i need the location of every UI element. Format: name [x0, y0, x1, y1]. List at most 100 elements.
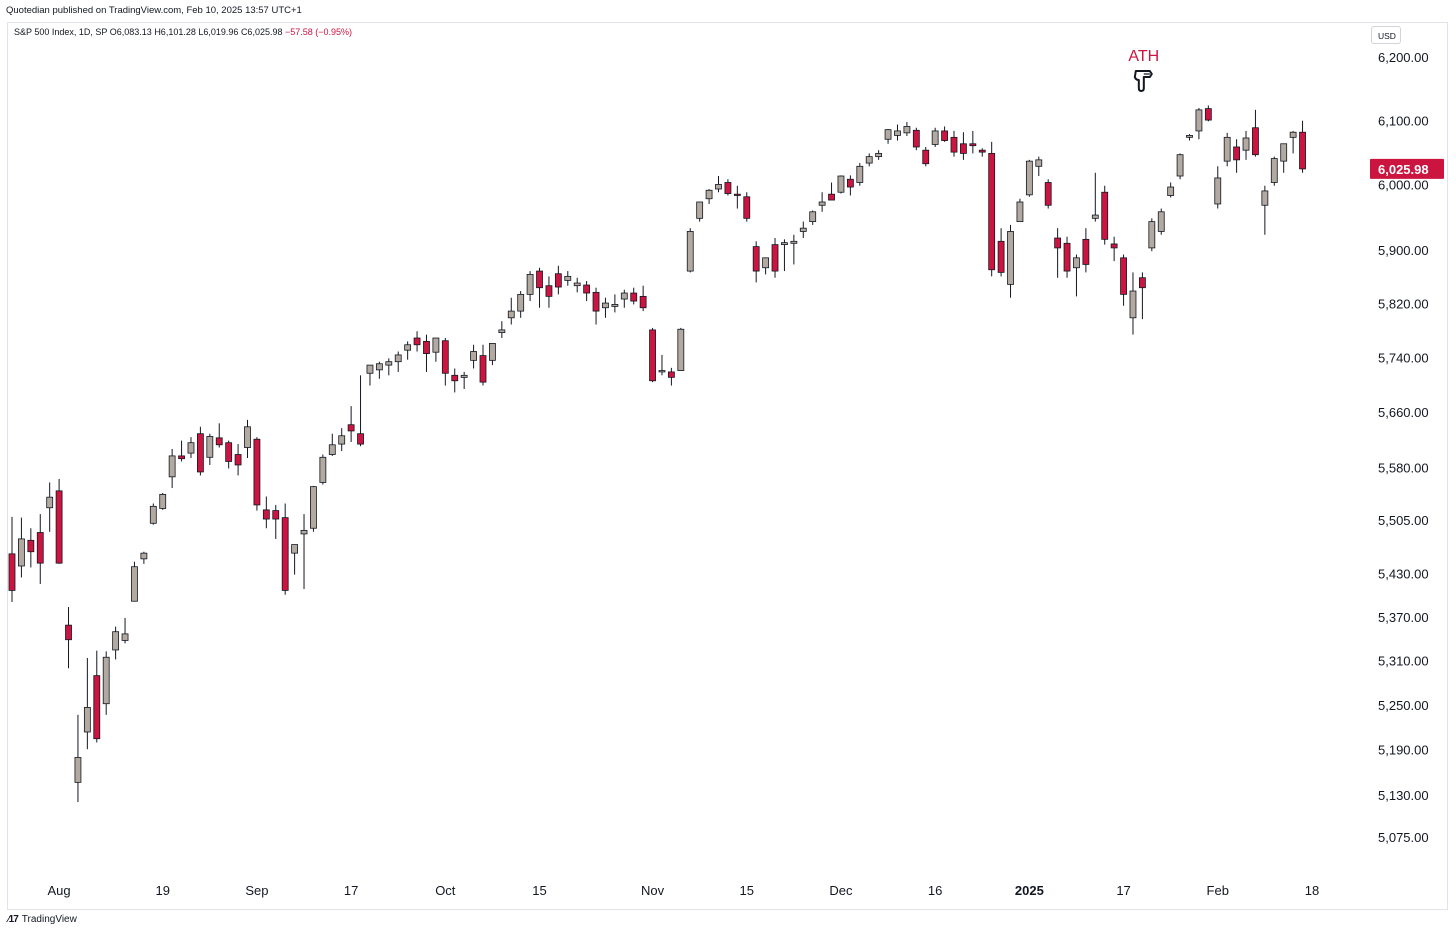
candle: [319, 454, 327, 485]
candle: [696, 201, 704, 222]
candle: [818, 192, 826, 212]
candle: [253, 437, 261, 511]
candle: [310, 485, 317, 532]
candle-body: [1270, 158, 1278, 183]
candle: [1054, 228, 1062, 278]
candle-body: [319, 456, 327, 483]
candle-body: [790, 240, 798, 244]
candle: [865, 153, 873, 167]
published-caption: Quotedian published on TradingView.com, …: [6, 5, 302, 16]
candle: [1223, 132, 1231, 167]
candle-body: [1063, 242, 1071, 272]
y-tick-label: 6,100.00: [1378, 113, 1429, 128]
symbol-legend: S&P 500 Index, 1D, SP O6,083.13 H6,101.2…: [14, 27, 352, 37]
candle-body: [865, 156, 873, 164]
last-price-label: 6,025.98: [1378, 162, 1429, 177]
candle: [1129, 272, 1137, 335]
candle: [771, 238, 779, 278]
candle: [55, 478, 63, 564]
candle: [668, 367, 675, 386]
candle-body: [611, 303, 619, 307]
candle-body: [460, 374, 468, 378]
candle-body: [394, 354, 402, 363]
candle-body: [1289, 131, 1297, 138]
candle-body: [451, 374, 459, 382]
candle: [413, 331, 421, 352]
candle-body: [441, 340, 449, 374]
candle-body: [1110, 243, 1118, 249]
candle: [545, 276, 553, 308]
candle-body: [762, 257, 769, 269]
candle-body: [1054, 237, 1062, 249]
x-tick-label: 18: [1305, 883, 1319, 898]
candle: [856, 163, 864, 186]
candle: [649, 327, 656, 383]
candle: [630, 287, 638, 305]
candle-body: [1252, 127, 1259, 156]
ohlc-high: H6,101.28: [154, 27, 196, 37]
chart-frame[interactable]: [7, 22, 1448, 910]
candle: [715, 176, 722, 193]
candle-body: [121, 633, 129, 641]
candle: [291, 544, 299, 575]
candle: [46, 482, 54, 532]
candle-body: [875, 153, 883, 158]
candle-body: [903, 126, 911, 134]
ohlc-close: C6,025.98: [240, 27, 283, 37]
candle-body: [262, 509, 270, 520]
candle: [498, 321, 506, 339]
candle: [828, 182, 835, 201]
candle: [489, 343, 496, 366]
candle-body: [310, 486, 317, 529]
candle-body: [149, 505, 157, 524]
candle: [1120, 254, 1127, 306]
candle: [837, 175, 845, 194]
currency-button[interactable]: USD: [1371, 26, 1401, 44]
candle-body: [828, 193, 835, 201]
candle-body: [507, 310, 515, 319]
x-tick-label: Nov: [641, 883, 665, 898]
candle-body: [1280, 143, 1288, 162]
candle-body: [809, 211, 817, 223]
candle: [564, 271, 572, 286]
y-tick-label: 5,310.00: [1378, 654, 1429, 669]
candle-body: [1157, 211, 1165, 232]
candle: [1195, 107, 1203, 140]
x-tick-label: 17: [344, 883, 358, 898]
candle: [394, 351, 402, 372]
candle-body: [18, 538, 25, 567]
candle-body: [564, 275, 572, 281]
candle-body: [432, 337, 440, 353]
y-tick-label: 5,740.00: [1378, 350, 1429, 365]
symbol-name[interactable]: S&P 500 Index, 1D, SP: [14, 27, 108, 37]
candle: [140, 551, 148, 564]
candle-body: [950, 136, 958, 153]
candle-body: [187, 442, 195, 454]
candle: [206, 433, 214, 465]
y-tick-label: 5,130.00: [1378, 788, 1429, 803]
candle-body: [178, 455, 185, 460]
candle: [846, 175, 854, 196]
candle: [573, 277, 581, 293]
candle: [432, 337, 440, 362]
candle-body: [696, 201, 704, 219]
candle: [1242, 130, 1250, 160]
candle: [705, 188, 713, 204]
candle: [1073, 254, 1080, 297]
candle: [903, 121, 911, 137]
candle-body: [743, 196, 751, 219]
candle-body: [771, 244, 779, 272]
x-tick-label: 19: [155, 883, 169, 898]
y-tick-label: 5,075.00: [1378, 830, 1429, 845]
candle-body: [592, 291, 600, 312]
candle-body: [1299, 131, 1306, 170]
candle-body: [1101, 191, 1109, 240]
candle: [1025, 159, 1033, 197]
candle: [526, 271, 534, 302]
y-tick-label: 5,580.00: [1378, 460, 1429, 475]
candle: [1157, 208, 1165, 235]
candle-body: [272, 510, 280, 520]
candle: [479, 344, 487, 386]
candle: [404, 341, 412, 360]
